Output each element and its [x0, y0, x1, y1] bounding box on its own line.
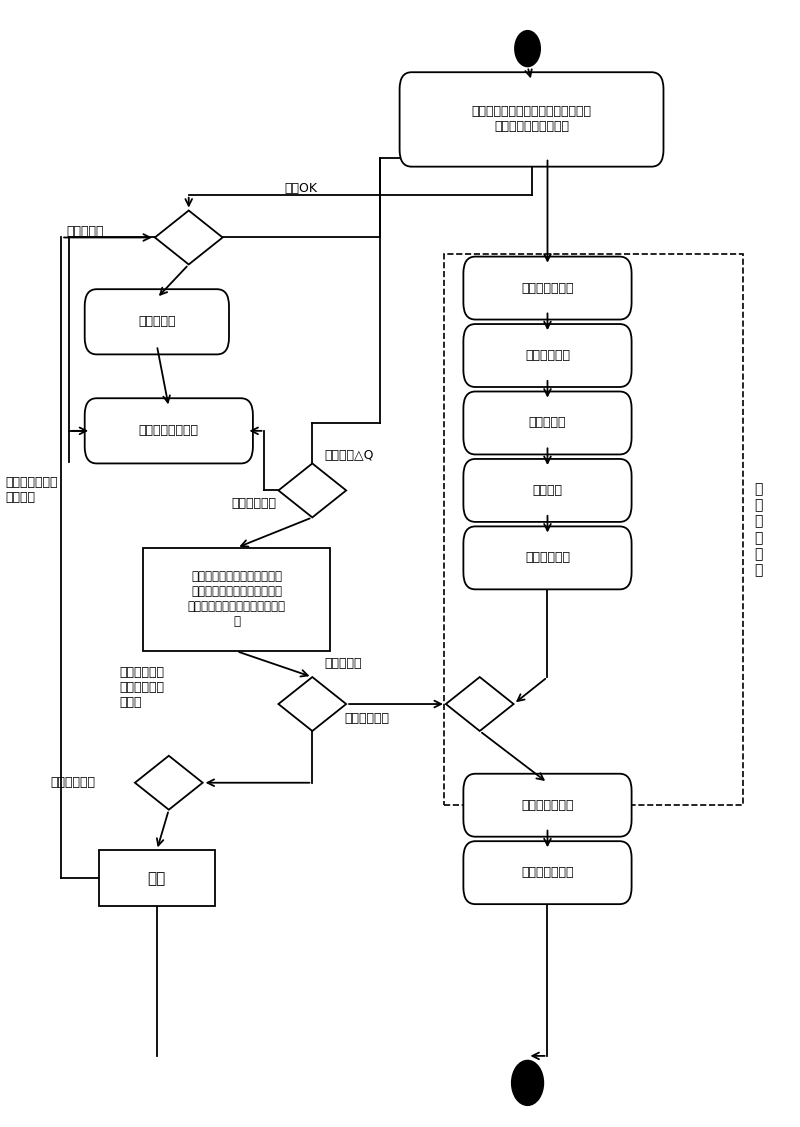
Text: 调节速度值: 调节速度值	[138, 316, 175, 328]
Text: 温度分配计算: 温度分配计算	[525, 349, 570, 362]
Text: 计算轧制力: 计算轧制力	[529, 417, 566, 429]
Text: 二次判别特殊
钢不允许使用
机架水: 二次判别特殊 钢不允许使用 机架水	[120, 666, 165, 709]
Text: 报警: 报警	[148, 871, 166, 886]
FancyBboxPatch shape	[463, 325, 631, 387]
Polygon shape	[278, 677, 346, 731]
Bar	[99, 850, 214, 906]
Text: 计算压下: 计算压下	[533, 483, 562, 497]
Text: 报警，并设置速
度极限值: 报警，并设置速 度极限值	[6, 477, 58, 505]
Polygon shape	[446, 677, 514, 731]
FancyBboxPatch shape	[463, 459, 631, 522]
Circle shape	[515, 30, 540, 66]
Text: 温度不能达到: 温度不能达到	[51, 777, 96, 789]
Text: 调节水量△Q: 调节水量△Q	[324, 450, 374, 462]
Text: 计算精轧设定值: 计算精轧设定值	[522, 799, 574, 811]
Text: 需要调节水: 需要调节水	[324, 657, 362, 671]
Text: 核
心
道
次
计
算: 核 心 道 次 计 算	[754, 482, 763, 577]
FancyBboxPatch shape	[85, 398, 253, 463]
FancyBboxPatch shape	[463, 391, 631, 454]
Circle shape	[512, 1061, 543, 1106]
Text: 速度达极限: 速度达极限	[66, 225, 104, 238]
Text: 计算特征点参数: 计算特征点参数	[522, 867, 574, 879]
Bar	[143, 548, 330, 651]
Text: 速度OK: 速度OK	[285, 181, 318, 195]
FancyBboxPatch shape	[85, 290, 229, 354]
FancyBboxPatch shape	[463, 774, 631, 836]
Bar	[444, 255, 743, 805]
Polygon shape	[278, 463, 346, 517]
FancyBboxPatch shape	[463, 841, 631, 904]
Polygon shape	[135, 756, 202, 809]
Polygon shape	[155, 211, 222, 265]
FancyBboxPatch shape	[463, 526, 631, 589]
Text: 获得策略给定的包含速度，加速度，
机架喷水，压下等数据: 获得策略给定的包含速度，加速度， 机架喷水，压下等数据	[471, 106, 591, 133]
Text: 水的能力超过: 水的能力超过	[231, 497, 276, 511]
Text: 计算精轧温度: 计算精轧温度	[525, 551, 570, 565]
FancyBboxPatch shape	[463, 257, 631, 320]
Text: 修改机架间水量每次调节后机
架一定的水量，当一个机架的
水达到运行值后，就使用后机架
水: 修改机架间水量每次调节后机 架一定的水量，当一个机架的 水达到运行值后，就使用后…	[187, 570, 286, 629]
FancyBboxPatch shape	[400, 72, 663, 167]
Text: 计算压下相对化: 计算压下相对化	[522, 282, 574, 294]
Text: 保持当前的机架水: 保持当前的机架水	[139, 425, 199, 437]
Text: 精轧温度超差: 精轧温度超差	[344, 712, 389, 725]
